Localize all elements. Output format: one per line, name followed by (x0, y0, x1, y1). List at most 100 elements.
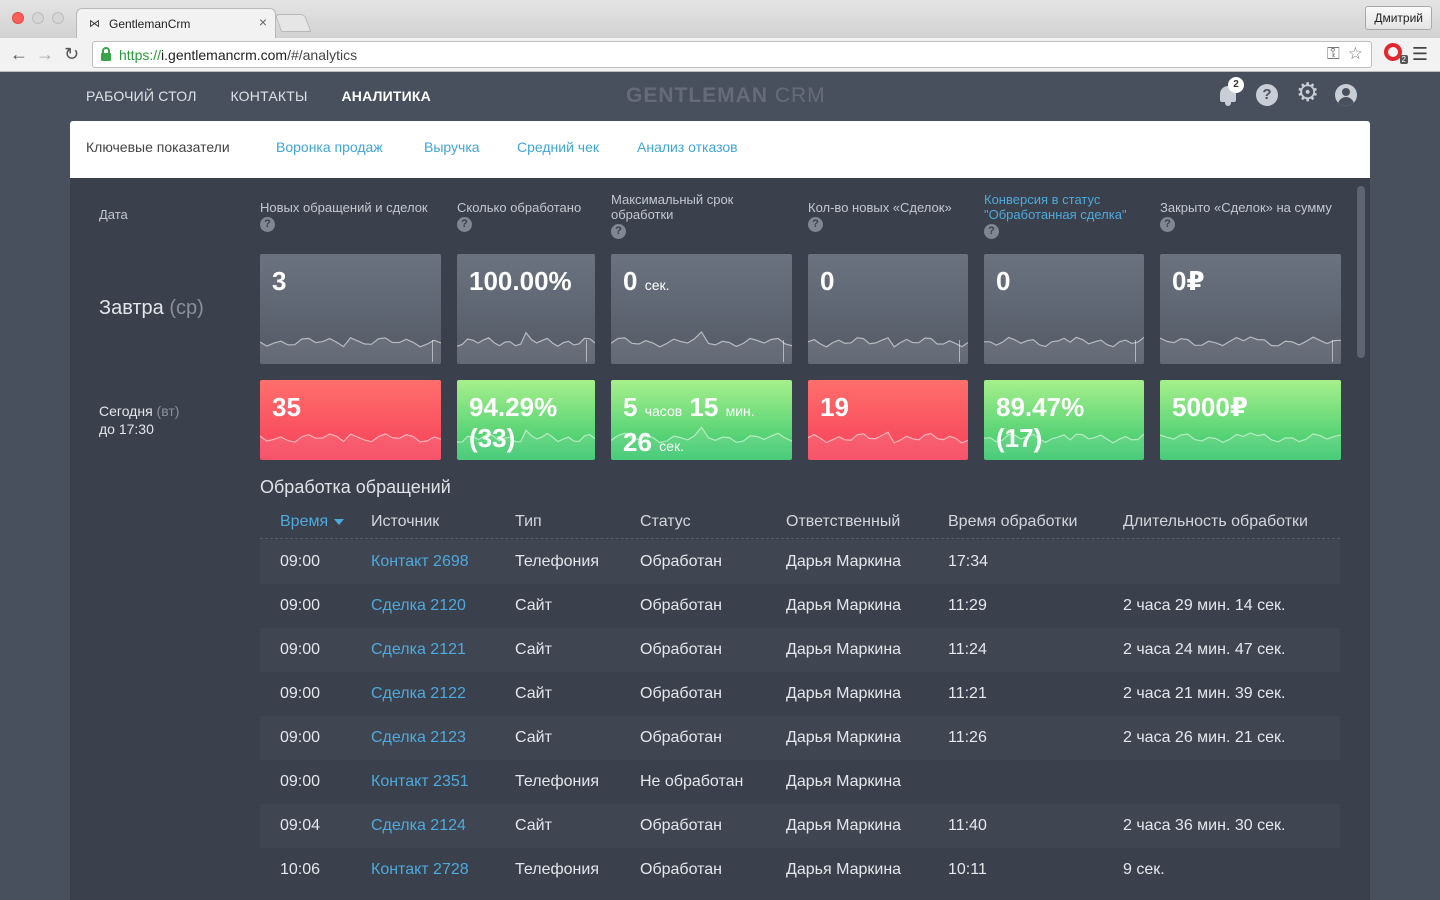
tab-average-check[interactable]: Средний чек (517, 139, 600, 155)
reload-icon[interactable]: ↻ (64, 44, 80, 64)
logo[interactable]: GENTLEMAN CRM (626, 84, 826, 107)
cell-status: Обработан (640, 597, 722, 614)
cell-processing-time: 11:29 (948, 597, 987, 614)
tab-key-metrics[interactable]: Ключевые показатели (86, 139, 230, 155)
table-row[interactable]: 09:00 Контакт 2351 Телефония Не обработан Да… (260, 760, 1340, 804)
th-source[interactable]: Источник (371, 513, 440, 530)
help-icon[interactable]: ? (457, 217, 472, 232)
table-row[interactable]: 10:06 Контакт 2728 Телефония Обработан Дарья… (260, 848, 1340, 892)
kpi-card[interactable]: 5 часов 15 мин.26 сек. (611, 380, 792, 460)
table-row[interactable]: 09:00 Сделка 2121 Сайт Обработан Дарья Марки… (260, 628, 1340, 672)
help-icon[interactable]: ? (1160, 217, 1175, 232)
kpi-card[interactable]: 94.29%(33) (457, 380, 595, 460)
table-row[interactable]: 09:04 Сделка 2124 Сайт Обработан Дарья Марки… (260, 804, 1340, 848)
cell-source[interactable]: Контакт 2351 (371, 773, 469, 790)
maximize-window-button[interactable] (52, 12, 64, 24)
scrollbar[interactable] (1357, 186, 1365, 358)
kpi-card[interactable]: 0₽ (1160, 254, 1341, 364)
new-tab-button[interactable] (274, 14, 312, 32)
nav-analytics[interactable]: АНАЛИТИКА (341, 88, 431, 104)
col-head-new: Новых обращений и сделок? (260, 200, 428, 232)
bow-tie-icon: ⋈ (89, 18, 100, 30)
tab-revenue[interactable]: Выручка (424, 139, 480, 155)
back-arrow-icon[interactable]: ← (10, 44, 28, 64)
cell-processing-time: 11:24 (948, 641, 987, 658)
cell-status: Обработан (640, 685, 722, 702)
kpi-card[interactable]: 0 (984, 254, 1144, 364)
cell-source[interactable]: Сделка 2121 (371, 641, 466, 658)
avatar[interactable] (1335, 84, 1357, 106)
gear-icon[interactable]: ⚙ (1296, 77, 1320, 107)
forward-arrow-icon[interactable]: → (36, 44, 54, 64)
tab-sales-funnel[interactable]: Воронка продаж (276, 139, 383, 155)
cell-source[interactable]: Сделка 2120 (371, 597, 466, 614)
cell-type: Сайт (515, 817, 552, 834)
table-row[interactable]: 09:00 Сделка 2123 Сайт Обработан Дарья Марки… (260, 716, 1340, 760)
table-row[interactable]: 09:00 Контакт 2698 Телефония Обработан Дарья… (260, 540, 1340, 584)
table-row[interactable]: 09:00 Сделка 2122 Сайт Обработан Дарья Марки… (260, 672, 1340, 716)
help-icon[interactable]: ? (1256, 84, 1278, 106)
cell-responsible: Дарья Маркина (786, 773, 902, 790)
cell-source[interactable]: Сделка 2122 (371, 685, 466, 702)
key-icon[interactable]: ⚿ (1326, 44, 1340, 63)
cell-responsible: Дарья Маркина (786, 597, 902, 614)
th-duration[interactable]: Длительность обработки (1123, 513, 1308, 530)
kpi-card[interactable]: 0 сек. (611, 254, 792, 364)
th-responsible[interactable]: Ответственный (786, 513, 901, 530)
address-bar[interactable]: https://i.gentlemancrm.com/#/analytics ⚿… (92, 41, 1372, 68)
tab-title: GentlemanCrm (109, 17, 191, 31)
close-window-button[interactable] (12, 12, 24, 24)
url-text: https://i.gentlemancrm.com/#/analytics (119, 47, 358, 63)
kpi-card[interactable]: 5000₽ (1160, 380, 1341, 460)
cell-duration: 9 сек. (1123, 861, 1165, 878)
th-type[interactable]: Тип (515, 513, 542, 530)
cell-time: 09:00 (280, 773, 321, 790)
th-time[interactable]: Время (280, 513, 345, 531)
tomorrow-label: Завтра (ср) (99, 297, 204, 319)
kpi-card[interactable]: 3 (260, 254, 441, 364)
cell-duration: 2 часа 26 мин. 21 сек. (1123, 729, 1286, 746)
cell-duration: 2 часа 36 мин. 30 сек. (1123, 817, 1286, 834)
cell-type: Сайт (515, 729, 552, 746)
profile-button[interactable]: Дмитрий (1365, 6, 1432, 30)
browser-toolbar: ← → ↻ https://i.gentlemancrm.com/#/analy… (0, 38, 1440, 72)
cell-source[interactable]: Сделка 2124 (371, 817, 466, 834)
cell-source[interactable]: Контакт 2698 (371, 553, 469, 570)
nav-contacts[interactable]: КОНТАКТЫ (230, 88, 308, 104)
cell-processing-time: 17:34 (948, 553, 989, 570)
help-icon[interactable]: ? (984, 224, 999, 239)
cell-duration: 2 часа 21 мин. 39 сек. (1123, 685, 1286, 702)
opera-extension-icon[interactable] (1384, 43, 1402, 61)
help-icon[interactable]: ? (260, 217, 275, 232)
cell-source[interactable]: Сделка 2123 (371, 729, 466, 746)
minimize-window-button[interactable] (32, 12, 44, 24)
kpi-card[interactable]: 100.00% (457, 254, 595, 364)
table-row[interactable]: 09:00 Сделка 2120 Сайт Обработан Дарья Марки… (260, 584, 1340, 628)
section-title: Обработка обращений (260, 477, 451, 497)
col-head-conversion[interactable]: Конверсия в статус "Обработанная сделка"… (984, 192, 1127, 239)
menu-icon[interactable]: ☰ (1411, 44, 1428, 64)
th-processing-time[interactable]: Время обработки (948, 513, 1078, 530)
close-tab-icon[interactable]: × (258, 14, 267, 30)
bookmark-star-icon[interactable]: ☆ (1347, 44, 1363, 63)
cell-processing-time: 11:26 (948, 729, 987, 746)
analytics-tabs: Ключевые показатели Воронка продаж Выруч… (70, 121, 1370, 178)
kpi-card[interactable]: 0 (808, 254, 968, 364)
main-nav: РАБОЧИЙ СТОЛ КОНТАКТЫ АНАЛИТИКА (86, 88, 461, 104)
sort-caret-icon (334, 518, 345, 525)
nav-workspace[interactable]: РАБОЧИЙ СТОЛ (86, 88, 197, 104)
kpi-card[interactable]: 19 (808, 380, 968, 460)
browser-tab[interactable]: ⋈ GentlemanCrm × (76, 8, 276, 38)
col-head-processed: Сколько обработано? (457, 200, 582, 232)
kpi-card[interactable]: 35 (260, 380, 441, 460)
kpi-card[interactable]: 89.47%(17) (984, 380, 1144, 460)
cell-type: Сайт (515, 641, 552, 658)
cell-source[interactable]: Контакт 2728 (371, 861, 469, 878)
th-status[interactable]: Статус (640, 513, 691, 530)
help-icon[interactable]: ? (808, 217, 823, 232)
help-icon[interactable]: ? (611, 224, 626, 239)
cell-responsible: Дарья Маркина (786, 729, 902, 746)
tab-refusal-analysis[interactable]: Анализ отказов (637, 139, 738, 155)
cell-status: Обработан (640, 641, 722, 658)
cell-duration: 2 часа 24 мин. 47 сек. (1123, 641, 1286, 658)
